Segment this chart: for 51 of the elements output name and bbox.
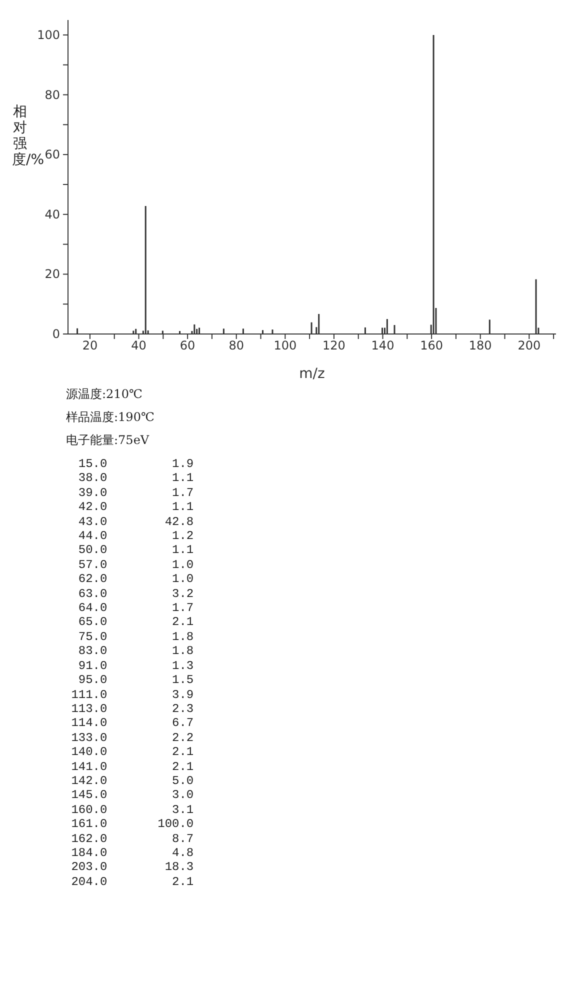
text: 样品温度:190℃ <box>66 409 156 426</box>
y-axis-title: 相对强度/% <box>12 104 44 168</box>
y-tick-label: 60 <box>44 148 60 162</box>
text: 114.0 6.7 <box>70 716 195 731</box>
text: 83.0 1.8 <box>77 644 195 659</box>
text: 204.0 2.1 <box>70 874 195 890</box>
text: 141.0 2.1 <box>70 760 195 774</box>
text: 57.0 1.0 <box>77 558 195 572</box>
y-tick-label: 40 <box>44 207 60 222</box>
text: 15.0 1.9 <box>77 457 195 472</box>
text: 113.0 2.3 <box>70 702 195 716</box>
text: 140.0 2.1 <box>70 745 195 760</box>
text: 111.0 3.9 <box>70 688 195 702</box>
x-tick-label: 40 <box>131 338 146 353</box>
x-tick-label: 60 <box>180 338 196 353</box>
text: 161.0 100.0 <box>70 817 195 832</box>
text: 91.0 1.3 <box>77 658 195 674</box>
y-tick-label: 20 <box>44 267 60 282</box>
text: 142.0 5.0 <box>70 774 195 788</box>
text: 203.0 18.3 <box>70 860 195 875</box>
x-tick-label: 100 <box>274 338 297 353</box>
text: 42.0 1.1 <box>77 500 195 515</box>
text: 源温度:210℃ <box>66 386 144 403</box>
text: 44.0 1.2 <box>77 529 195 544</box>
text: 64.0 1.7 <box>77 601 195 616</box>
text: 38.0 1.1 <box>77 471 195 486</box>
x-tick-label: 180 <box>468 338 492 353</box>
text: 133.0 2.2 <box>70 730 195 746</box>
x-tick-label: 120 <box>322 338 346 353</box>
text: 65.0 2.1 <box>77 615 195 630</box>
text: 162.0 8.7 <box>70 832 195 846</box>
text: 电子能量:75eV <box>66 432 150 449</box>
y-tick-label: 100 <box>37 28 60 42</box>
x-axis-title: m/z <box>299 366 325 382</box>
y-tick-label: 80 <box>44 88 60 102</box>
text: 43.0 42.8 <box>77 514 195 530</box>
y-tick-label: 0 <box>52 327 60 341</box>
text: 160.0 3.1 <box>70 802 195 818</box>
text: 95.0 1.5 <box>77 673 195 688</box>
text: 50.0 1.1 <box>77 543 195 558</box>
text: 39.0 1.7 <box>77 486 195 500</box>
text: 145.0 3.0 <box>70 788 195 803</box>
text: 62.0 1.0 <box>77 572 195 587</box>
x-tick-label: 20 <box>82 338 98 353</box>
x-tick-label: 140 <box>371 338 394 353</box>
text: 63.0 3.2 <box>77 586 195 602</box>
x-tick-label: 160 <box>420 338 444 353</box>
text: 184.0 4.8 <box>70 846 195 860</box>
x-tick-label: 80 <box>228 338 244 353</box>
x-tick-label: 200 <box>518 338 541 353</box>
text: 75.0 1.8 <box>77 630 195 644</box>
